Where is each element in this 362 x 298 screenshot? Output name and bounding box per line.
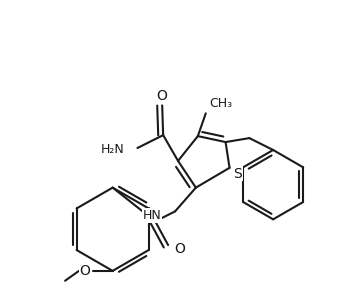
Text: S: S	[233, 167, 242, 181]
Text: HN: HN	[142, 209, 161, 222]
Text: H₂N: H₂N	[101, 144, 125, 156]
Text: O: O	[157, 89, 168, 103]
Text: CH₃: CH₃	[210, 97, 233, 110]
Text: O: O	[80, 264, 90, 278]
Text: O: O	[174, 242, 185, 256]
